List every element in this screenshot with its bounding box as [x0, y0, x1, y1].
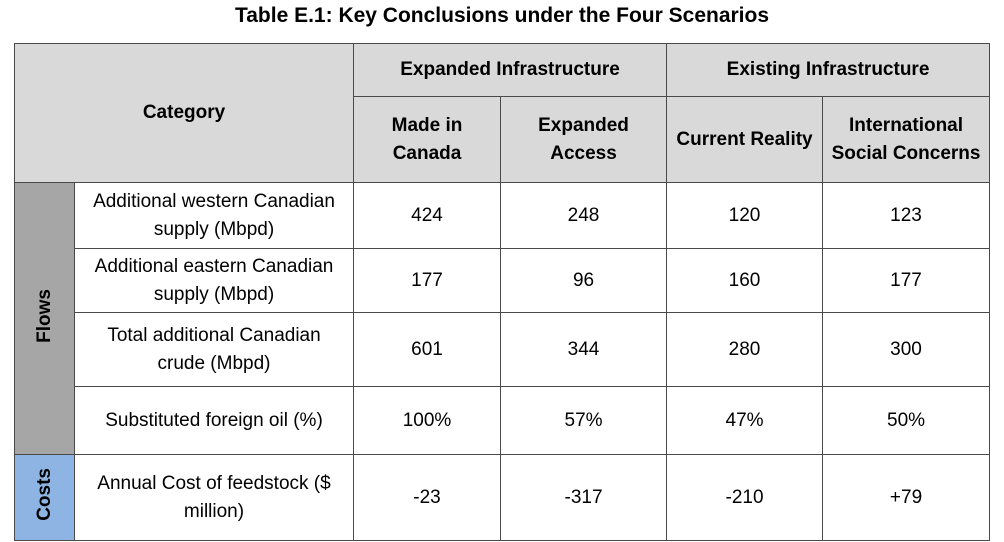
table-row: Total additional Canadian crude (Mbpd) 6… [15, 312, 991, 387]
conclusions-table: Category Expanded Infrastructure Existin… [13, 43, 991, 541]
table-row: Additional eastern Canadian supply (Mbpd… [15, 248, 991, 313]
row-label: Additional eastern Canadian supply (Mbpd… [73, 248, 355, 313]
cell-value: 344 [500, 312, 668, 387]
column-header: Made in Canada [353, 96, 502, 183]
row-label: Substituted foreign oil (%) [73, 386, 355, 455]
table-row: Substituted foreign oil (%) 100% 57% 47%… [15, 386, 991, 455]
table-row: Flows Additional western Canadian supply… [14, 182, 991, 455]
cell-value: 96 [500, 248, 668, 313]
row-label: Additional western Canadian supply (Mbpd… [73, 182, 355, 249]
category-header: Category [13, 43, 355, 183]
cell-value: -317 [500, 454, 668, 541]
flows-group-label: Flows [14, 182, 75, 455]
cell-value: -210 [666, 454, 824, 541]
cell-value: 100% [353, 386, 502, 455]
row-label: Total additional Canadian crude (Mbpd) [73, 312, 355, 387]
group-header-expanded: Expanded Infrastructure [353, 43, 668, 97]
cell-value: 120 [666, 182, 824, 249]
cell-value: 280 [666, 312, 824, 387]
table-title: Table E.1: Key Conclusions under the Fou… [234, 4, 770, 27]
table-row: Costs Annual Cost of feedstock ($ millio… [14, 454, 991, 541]
cell-value: 601 [353, 312, 502, 387]
cell-value: 424 [353, 182, 502, 249]
cell-value: 177 [822, 248, 991, 313]
costs-group-label: Costs [14, 454, 75, 541]
cell-value: 160 [666, 248, 824, 313]
cell-value: 177 [353, 248, 502, 313]
column-header: International Social Concerns [822, 96, 991, 183]
group-header-existing: Existing Infrastructure [666, 43, 991, 97]
cell-value: 300 [822, 312, 991, 387]
row-label: Annual Cost of feedstock ($ million) [73, 454, 355, 541]
cell-value: -23 [353, 454, 502, 541]
cell-value: 50% [822, 386, 991, 455]
column-header: Expanded Access [500, 96, 668, 183]
cell-value: 248 [500, 182, 668, 249]
cell-value: 47% [666, 386, 824, 455]
cell-value: 57% [500, 386, 668, 455]
column-header: Current Reality [666, 96, 824, 183]
cell-value: 123 [822, 182, 991, 249]
cell-value: +79 [822, 454, 991, 541]
